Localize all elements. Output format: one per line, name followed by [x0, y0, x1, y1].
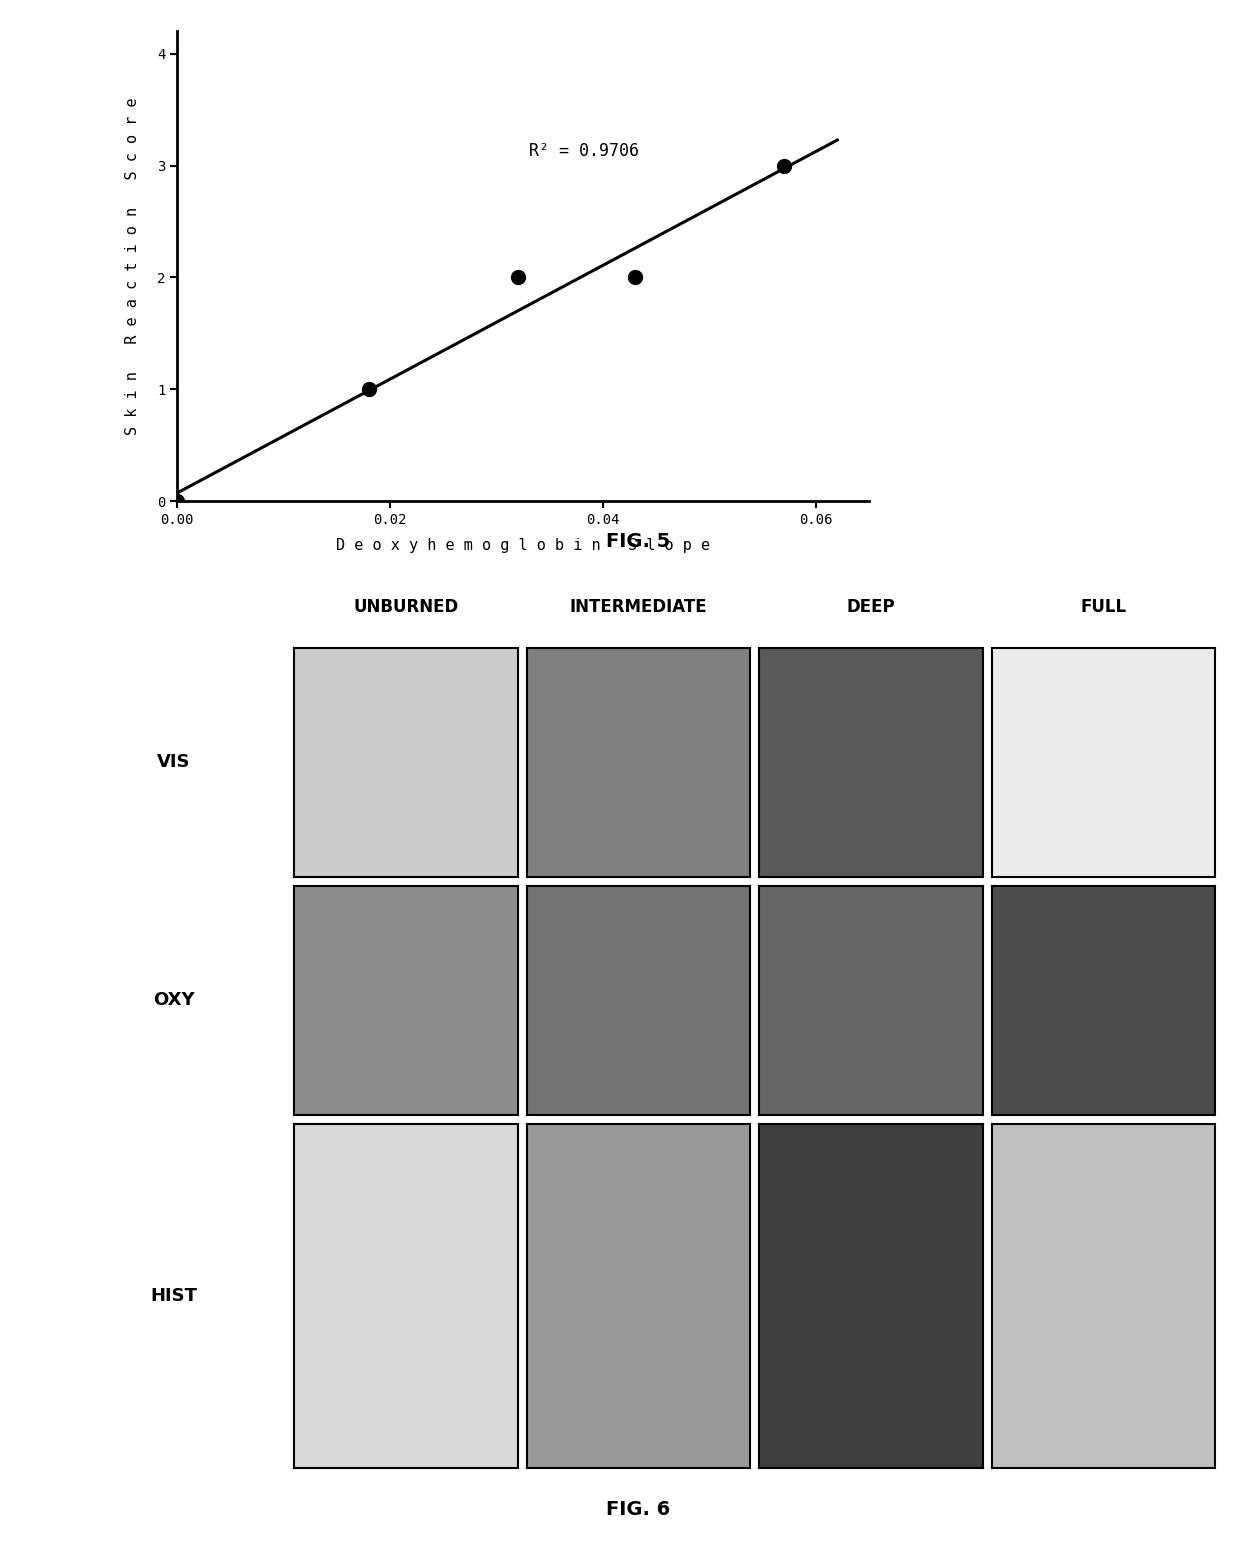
- Point: [625, 264, 645, 289]
- X-axis label: D e o x y h e m o g l o b i n   S l o p e: D e o x y h e m o g l o b i n S l o p e: [336, 538, 711, 554]
- Text: OXY: OXY: [153, 992, 195, 1009]
- Text: FIG. 5: FIG. 5: [606, 532, 671, 551]
- Point: [360, 377, 379, 402]
- Point: [167, 488, 187, 513]
- Text: FIG. 6: FIG. 6: [606, 1500, 671, 1519]
- Text: R² = 0.9706: R² = 0.9706: [528, 142, 639, 160]
- Text: INTERMEDIATE: INTERMEDIATE: [570, 597, 707, 616]
- Point: [774, 153, 794, 178]
- Text: FULL: FULL: [1080, 597, 1126, 616]
- Point: [508, 264, 528, 289]
- Text: DEEP: DEEP: [847, 597, 895, 616]
- Text: HIST: HIST: [150, 1287, 197, 1304]
- Text: VIS: VIS: [157, 754, 191, 771]
- Text: UNBURNED: UNBURNED: [353, 597, 459, 616]
- Y-axis label: S k i n   R e a c t i o n   S c o r e: S k i n R e a c t i o n S c o r e: [125, 97, 140, 435]
